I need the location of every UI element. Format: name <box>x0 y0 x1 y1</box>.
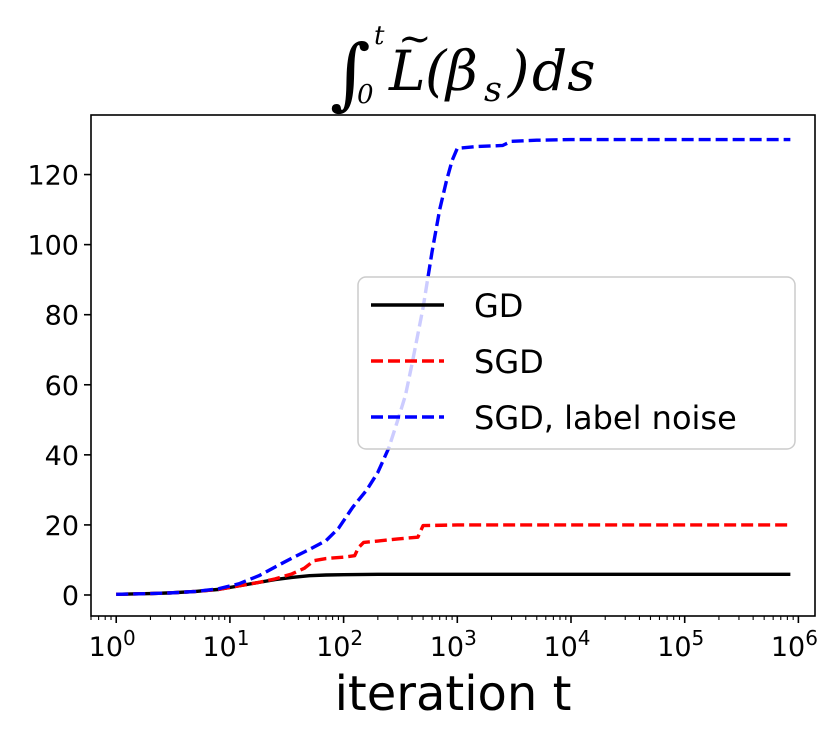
x-tick-label: 101 <box>202 626 249 663</box>
title-lower-limit: 0 <box>357 80 374 110</box>
y-tick-label: 120 <box>27 161 79 192</box>
y-tick-label: 60 <box>45 371 79 402</box>
title-close-paren: ) <box>507 39 529 103</box>
chart-title: ∫ t 0 L ~ ( β s ) ds <box>330 16 595 119</box>
legend-label: SGD, label noise <box>474 399 737 437</box>
y-tick-label: 80 <box>45 301 79 332</box>
title-function: L <box>388 39 426 103</box>
x-tick-label: 102 <box>316 626 363 663</box>
series-line-gd <box>116 572 791 596</box>
legend: GD SGD SGD, label noise <box>357 276 796 450</box>
x-axis-label: iteration t <box>335 666 572 722</box>
x-tick-label: 105 <box>657 626 704 663</box>
x-tick-label: 106 <box>771 626 818 663</box>
title-subscript: s <box>484 70 502 110</box>
title-tilde: ~ <box>398 16 432 62</box>
legend-box <box>357 276 796 450</box>
axes-frame <box>90 114 816 617</box>
y-axis: 0 20 40 60 80 100 120 <box>27 161 91 612</box>
legend-label: SGD <box>474 343 544 381</box>
title-ds: ds <box>532 39 595 103</box>
y-tick-label: 0 <box>62 581 79 612</box>
x-tick-label: 104 <box>543 626 590 663</box>
title-integral: ∫ <box>330 29 371 119</box>
x-tick-label: 100 <box>89 626 136 663</box>
series-line-sgd <box>116 523 791 596</box>
x-axis: 100 101 102 103 104 105 106 <box>89 616 818 663</box>
y-tick-label: 20 <box>45 511 79 542</box>
y-tick-label: 100 <box>27 231 79 262</box>
x-tick-label: 103 <box>430 626 477 663</box>
title-open-paren: ( <box>425 39 448 103</box>
legend-label: GD <box>474 287 523 325</box>
title-upper-limit: t <box>374 21 385 51</box>
title-beta: β <box>444 39 478 103</box>
y-tick-label: 40 <box>45 441 79 472</box>
